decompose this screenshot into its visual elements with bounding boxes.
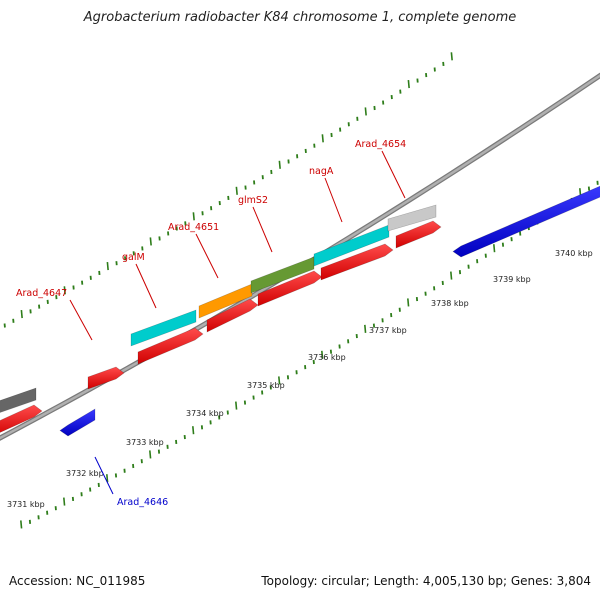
- scale-label: 3734 kbp: [186, 409, 224, 418]
- reverse-scale-tick: [450, 271, 453, 280]
- gene-label: galM: [122, 252, 145, 263]
- scale-label: 3737 kbp: [369, 326, 407, 335]
- reverse-scale-tick: [235, 401, 238, 410]
- label-leader-line: [324, 177, 343, 223]
- scale-label: 3735 kbp: [247, 381, 285, 390]
- forward-scale-tick: [235, 186, 238, 195]
- forward-scale-tick: [149, 237, 152, 246]
- label-leader-line: [135, 263, 157, 309]
- scale-label: 3738 kbp: [431, 299, 469, 308]
- gene-label: nagA: [309, 166, 334, 177]
- forward-gene-arrow: [206, 298, 259, 333]
- forward-scale-tick: [20, 310, 23, 319]
- cog-bar-layer: [0, 204, 437, 413]
- cog-bar: [387, 204, 437, 232]
- cog-bar: [130, 309, 197, 347]
- genome-summary-text: Topology: circular; Length: 4,005,130 bp…: [261, 574, 591, 588]
- forward-scale-tick: [106, 262, 109, 271]
- accession-text: Accession: NC_011985: [9, 574, 146, 588]
- reverse-scale-tick: [149, 450, 152, 459]
- label-leader-line: [195, 233, 219, 279]
- map-title: Agrobacterium radiobacter K84 chromosome…: [83, 10, 517, 25]
- forward-gene-arrow: [395, 220, 442, 249]
- forward-gene-arrow: [0, 404, 43, 433]
- reverse-scale-tick: [493, 244, 496, 253]
- label-leader-line: [69, 299, 93, 341]
- reverse-gene-arrow: [59, 408, 96, 437]
- scale-label: 3736 kbp: [308, 353, 346, 362]
- cog-bar: [0, 387, 37, 413]
- cog-bar: [198, 283, 253, 319]
- reverse-scale-tick: [106, 474, 109, 483]
- reverse-scale-tick: [20, 520, 23, 529]
- scale-label: 3733 kbp: [126, 438, 164, 447]
- scale-label: 3732 kbp: [66, 469, 104, 478]
- forward-scale-tick: [407, 80, 410, 89]
- gene-label: Arad_4654: [355, 139, 406, 150]
- gene-layer: [0, 185, 600, 437]
- forward-scale-tick: [450, 52, 453, 61]
- cog-bar: [250, 256, 315, 294]
- label-leader-line: [381, 150, 406, 199]
- forward-gene-arrow: [257, 270, 323, 307]
- gene-label: Arad_4647: [16, 288, 67, 299]
- reverse-scale-tick: [192, 426, 195, 435]
- reverse-scale-tick: [278, 376, 281, 385]
- forward-scale-tick: [321, 134, 324, 143]
- label-layer: Arad_4647 galM Arad_4651 glmS2 nagA Arad_4654…: [16, 139, 406, 508]
- reverse-scale-tick: [321, 350, 324, 359]
- tick-layer: 3731 kbp 3732 kbp 3733 kbp 3734 kbp 3735 kbp…: [3, 52, 599, 529]
- gene-label: Arad_4651: [168, 222, 219, 233]
- forward-gene-arrow: [137, 327, 204, 365]
- forward-scale-tick: [192, 212, 195, 221]
- forward-scale-tick: [278, 160, 281, 169]
- forward-scale-tick: [63, 286, 66, 295]
- label-leader-line: [252, 206, 273, 253]
- scale-label: 3731 kbp: [7, 500, 45, 509]
- reverse-scale-tick: [364, 324, 367, 333]
- cog-bar: [313, 224, 390, 267]
- reverse-scale-tick: [63, 497, 66, 506]
- forward-scale-tick: [364, 107, 367, 116]
- label-leader-line: [94, 456, 114, 495]
- reverse-gene-arrow: [452, 185, 600, 258]
- scale-label: 3739 kbp: [493, 275, 531, 284]
- scale-label: 3740 kbp: [555, 249, 593, 258]
- forward-gene-arrow: [87, 366, 125, 390]
- forward-gene-arrow: [320, 243, 394, 281]
- reverse-scale-tick: [407, 298, 410, 307]
- gene-label: Arad_4646: [117, 497, 168, 508]
- gene-label: glmS2: [238, 195, 268, 206]
